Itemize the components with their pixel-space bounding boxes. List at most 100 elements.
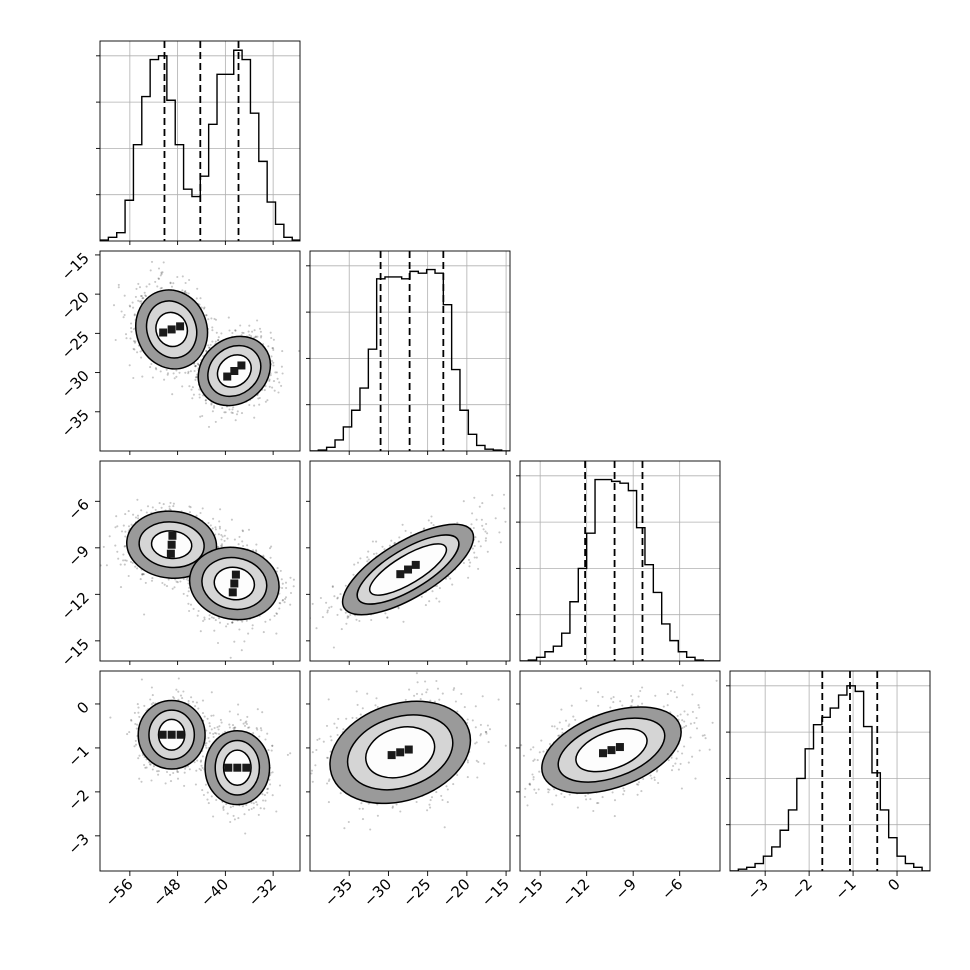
scatter-point <box>321 616 324 619</box>
scatter-point <box>201 414 204 418</box>
scatter-point <box>268 385 271 388</box>
scatter-point <box>157 773 160 776</box>
scatter-point <box>199 511 202 515</box>
scatter-point <box>122 553 125 556</box>
scatter-point <box>370 618 373 622</box>
density-cell <box>168 531 177 540</box>
scatter-point <box>173 586 176 589</box>
scatter-point <box>325 601 328 604</box>
scatter-point <box>241 530 245 533</box>
scatter-point <box>326 611 329 614</box>
scatter-point <box>165 585 169 588</box>
scatter-point <box>130 327 133 330</box>
scatter-point <box>223 534 226 537</box>
scatter-point <box>215 331 218 334</box>
scatter-point <box>224 529 227 532</box>
scatter-point <box>207 521 210 525</box>
scatter-point <box>263 389 266 392</box>
scatter-point <box>175 580 178 583</box>
scatter-point <box>187 370 190 373</box>
scatter-point <box>191 397 194 400</box>
scatter-point <box>186 594 189 597</box>
scatter-point <box>217 545 220 548</box>
scatter-point <box>185 291 188 294</box>
scatter-panel-0-3 <box>109 677 292 835</box>
scatter-point <box>236 410 239 413</box>
scatter-point <box>428 600 431 603</box>
scatter-point <box>264 620 267 623</box>
scatter-point <box>133 314 136 317</box>
scatter-point <box>427 519 430 522</box>
density-cell <box>237 361 246 370</box>
scatter-point <box>132 376 135 380</box>
scatter-point <box>124 559 127 562</box>
scatter-point <box>185 578 188 581</box>
scatter-point <box>203 306 206 309</box>
scatter-point <box>229 656 232 659</box>
scatter-point <box>175 369 178 372</box>
scatter-point <box>117 557 120 560</box>
scatter-point <box>122 316 125 319</box>
density-core <box>166 531 177 558</box>
scatter-point <box>449 577 452 580</box>
scatter-point <box>187 372 190 375</box>
scatter-point <box>137 299 140 302</box>
scatter-point <box>386 616 389 619</box>
scatter-point <box>150 362 153 366</box>
scatter-point <box>141 573 144 576</box>
scatter-point <box>484 539 487 542</box>
scatter-point <box>477 567 480 570</box>
scatter-point <box>247 330 250 333</box>
scatter-point <box>344 584 347 587</box>
scatter-point <box>241 620 244 623</box>
scatter-point <box>143 613 146 616</box>
scatter-point <box>181 385 184 388</box>
scatter-point <box>117 286 120 289</box>
scatter-point <box>182 577 185 581</box>
scatter-point <box>268 378 271 381</box>
scatter-point <box>203 715 206 718</box>
scatter-point <box>201 394 205 397</box>
scatter-point <box>210 691 213 694</box>
scatter-point <box>189 370 192 373</box>
scatter-point <box>231 621 234 624</box>
scatter-point <box>281 582 284 585</box>
scatter-point <box>131 301 134 304</box>
scatter-point <box>182 592 185 595</box>
scatter-point <box>486 550 489 553</box>
density-core <box>396 560 420 579</box>
scatter-point <box>135 287 138 290</box>
scatter-point <box>366 556 369 559</box>
histogram-panel-1 <box>310 251 510 451</box>
scatter-point <box>171 393 174 396</box>
scatter-point <box>189 603 193 606</box>
scatter-point <box>252 549 255 552</box>
scatter-point <box>130 330 133 333</box>
scatter-point <box>124 544 127 548</box>
scatter-point <box>133 313 136 316</box>
scatter-point <box>214 528 217 531</box>
scatter-point <box>280 365 283 368</box>
scatter-point <box>214 340 217 343</box>
scatter-point <box>256 335 259 338</box>
scatter-point <box>206 717 209 720</box>
scatter-point <box>134 516 138 519</box>
scatter-point <box>130 322 133 325</box>
scatter-point <box>336 613 339 616</box>
scatter-point <box>119 563 122 566</box>
scatter-point <box>423 527 426 530</box>
panel-frame <box>519 460 721 662</box>
histogram-panel-2 <box>520 461 720 661</box>
scatter-point <box>131 561 134 564</box>
scatter-point <box>371 540 374 543</box>
scatter-point <box>221 535 224 538</box>
scatter-point <box>331 585 334 589</box>
scatter-point <box>482 528 485 531</box>
scatter-point <box>175 375 178 378</box>
scatter-point <box>367 558 370 561</box>
scatter-point <box>280 384 283 387</box>
scatter-point <box>285 586 288 590</box>
scatter-point <box>218 527 222 530</box>
scatter-point <box>155 368 158 371</box>
scatter-point <box>243 640 246 643</box>
